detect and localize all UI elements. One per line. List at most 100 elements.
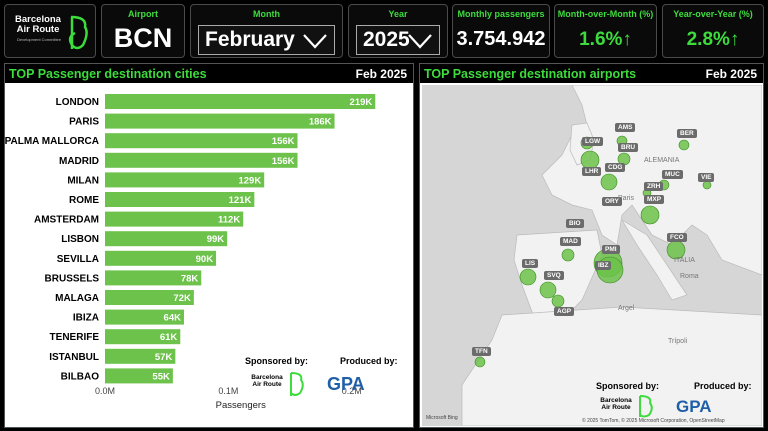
year-selected: 2025: [363, 28, 410, 51]
bar[interactable]: [105, 290, 194, 305]
bar[interactable]: [105, 211, 244, 227]
airport-tag[interactable]: AMS: [615, 123, 636, 132]
category-label: MADRID: [59, 156, 99, 167]
airport-tag[interactable]: BIO: [566, 219, 584, 228]
airports-panel-header: TOP Passenger destination airports Feb 2…: [420, 64, 763, 83]
airport-tag[interactable]: MAD: [560, 237, 581, 246]
bar[interactable]: [105, 192, 255, 207]
bar[interactable]: [105, 133, 298, 149]
mom-value: 1.6%↑: [555, 29, 656, 51]
airports-map[interactable]: LGW AMS BER BRU LHR CDG ORY MUC VIE ZRH MXP FCO BIO M…: [422, 85, 762, 426]
airport-bubble[interactable]: [640, 205, 660, 225]
bar-row[interactable]: BILBAO 55K: [61, 368, 173, 384]
data-label: 55K: [152, 371, 170, 382]
airport-value: BCN: [113, 23, 173, 53]
bar-row[interactable]: AMSTERDAM 112K: [34, 211, 244, 227]
arrow-up-icon: ↑: [729, 29, 740, 50]
airport-bubble[interactable]: [678, 139, 690, 151]
bar-row[interactable]: LISBON 99K: [61, 231, 228, 247]
brand-mark-icon: [68, 15, 88, 50]
map-attribution: © 2025 TomTom, © 2025 Microsoft Corporat…: [582, 418, 725, 424]
mom-percent: 1.6%: [579, 29, 623, 50]
bar-row[interactable]: MALAGA 72K: [55, 290, 194, 305]
year-dropdown[interactable]: 2025: [356, 25, 440, 55]
airport-tag[interactable]: AGP: [554, 307, 575, 316]
airport-tag[interactable]: ORY: [602, 197, 622, 206]
cities-panel-date: Feb 2025: [355, 67, 407, 81]
bar[interactable]: [105, 231, 228, 247]
category-label: IBIZA: [73, 313, 99, 324]
airport-bubble[interactable]: [600, 173, 618, 191]
airport-tag[interactable]: TFN: [472, 347, 491, 356]
data-label: 64K: [164, 313, 182, 324]
data-label: 186K: [309, 117, 332, 128]
category-label: MALAGA: [55, 293, 99, 304]
airport-tag[interactable]: MXP: [644, 195, 665, 204]
bar-row[interactable]: MILAN 129K: [67, 172, 265, 188]
bar[interactable]: [105, 172, 265, 188]
bar-row[interactable]: ISTANBUL 57K: [49, 348, 176, 364]
airport-bubble[interactable]: [561, 248, 575, 262]
bar[interactable]: [105, 270, 202, 286]
airport-tag[interactable]: LHR: [582, 167, 602, 176]
airport-bubble[interactable]: [702, 180, 712, 190]
chevron-down-icon: [303, 34, 327, 49]
gpa-logo: GPA: [676, 397, 712, 416]
airports-panel: TOP Passenger destination airports Feb 2…: [419, 63, 764, 428]
gpa-logo-text: GPA: [676, 397, 712, 416]
bar[interactable]: [105, 250, 217, 266]
passengers-caption: Monthly passengers: [457, 9, 545, 19]
airport-tag[interactable]: BRU: [618, 143, 639, 152]
airport-tag[interactable]: PMI: [602, 245, 620, 254]
airport-bubble[interactable]: [474, 356, 486, 368]
airport-tag[interactable]: SVQ: [544, 271, 564, 280]
sponsor-logo-line2: Air Route: [252, 381, 282, 388]
airport-caption: Airport: [128, 9, 158, 19]
bar-row[interactable]: PALMA MALLORCA 156K: [5, 133, 298, 149]
bar[interactable]: [105, 309, 184, 325]
bar-row[interactable]: BRUSSELS 78K: [45, 270, 202, 286]
bar[interactable]: [105, 368, 173, 384]
mom-card: Month-over-Month (%) 1.6%↑: [554, 4, 657, 58]
category-label: PARIS: [69, 117, 99, 128]
bar[interactable]: [105, 94, 376, 109]
airport-bubble[interactable]: [519, 268, 537, 286]
airport-tag[interactable]: ZRH: [644, 182, 664, 191]
month-caption: Month: [253, 9, 280, 19]
place-algiers: Argel: [618, 305, 635, 312]
bar-row[interactable]: LONDON 219K: [56, 94, 376, 109]
bar[interactable]: [105, 152, 298, 168]
bar-row[interactable]: PARIS 186K: [69, 113, 335, 129]
bar-row[interactable]: TENERIFE 61K: [50, 329, 181, 345]
airport-tag[interactable]: VIE: [698, 173, 715, 182]
airport-tag[interactable]: BER: [677, 129, 697, 138]
airports-produced-label: Produced by:: [694, 381, 752, 391]
airport-bubble[interactable]: [551, 294, 565, 308]
airport-tag[interactable]: LGW: [582, 137, 604, 146]
airport-tag[interactable]: FCO: [667, 233, 687, 242]
category-label: AMSTERDAM: [34, 215, 99, 226]
month-card: Month February: [190, 4, 343, 58]
bar-row[interactable]: ROME 121K: [69, 192, 255, 207]
bar-row[interactable]: IBIZA 64K: [73, 309, 184, 325]
airports-sponsored-label: Sponsored by:: [596, 381, 660, 391]
sponsor-logo-line1: Barcelona: [600, 397, 632, 404]
airport-tag[interactable]: MUC: [662, 170, 683, 179]
bar[interactable]: [105, 113, 335, 129]
category-label: LISBON: [61, 234, 99, 245]
cities-sponsored-label: Sponsored by:: [245, 356, 309, 366]
bar-row[interactable]: MADRID 156K: [59, 152, 298, 168]
airport-tag[interactable]: CDG: [605, 163, 626, 172]
month-dropdown[interactable]: February: [198, 25, 335, 55]
airport-bubble[interactable]: [539, 281, 557, 299]
category-label: ROME: [69, 195, 99, 206]
bar[interactable]: [105, 329, 181, 345]
place-italy: ITALIA: [674, 257, 695, 264]
airport-tag[interactable]: IBZ: [595, 261, 612, 270]
bar[interactable]: [105, 348, 176, 364]
bar-row[interactable]: SEVILLA 90K: [57, 250, 217, 266]
data-label: 78K: [181, 273, 199, 284]
cities-produced-label: Produced by:: [340, 356, 398, 366]
airport-tag[interactable]: LIS: [522, 259, 539, 268]
data-label: 99K: [207, 234, 225, 245]
